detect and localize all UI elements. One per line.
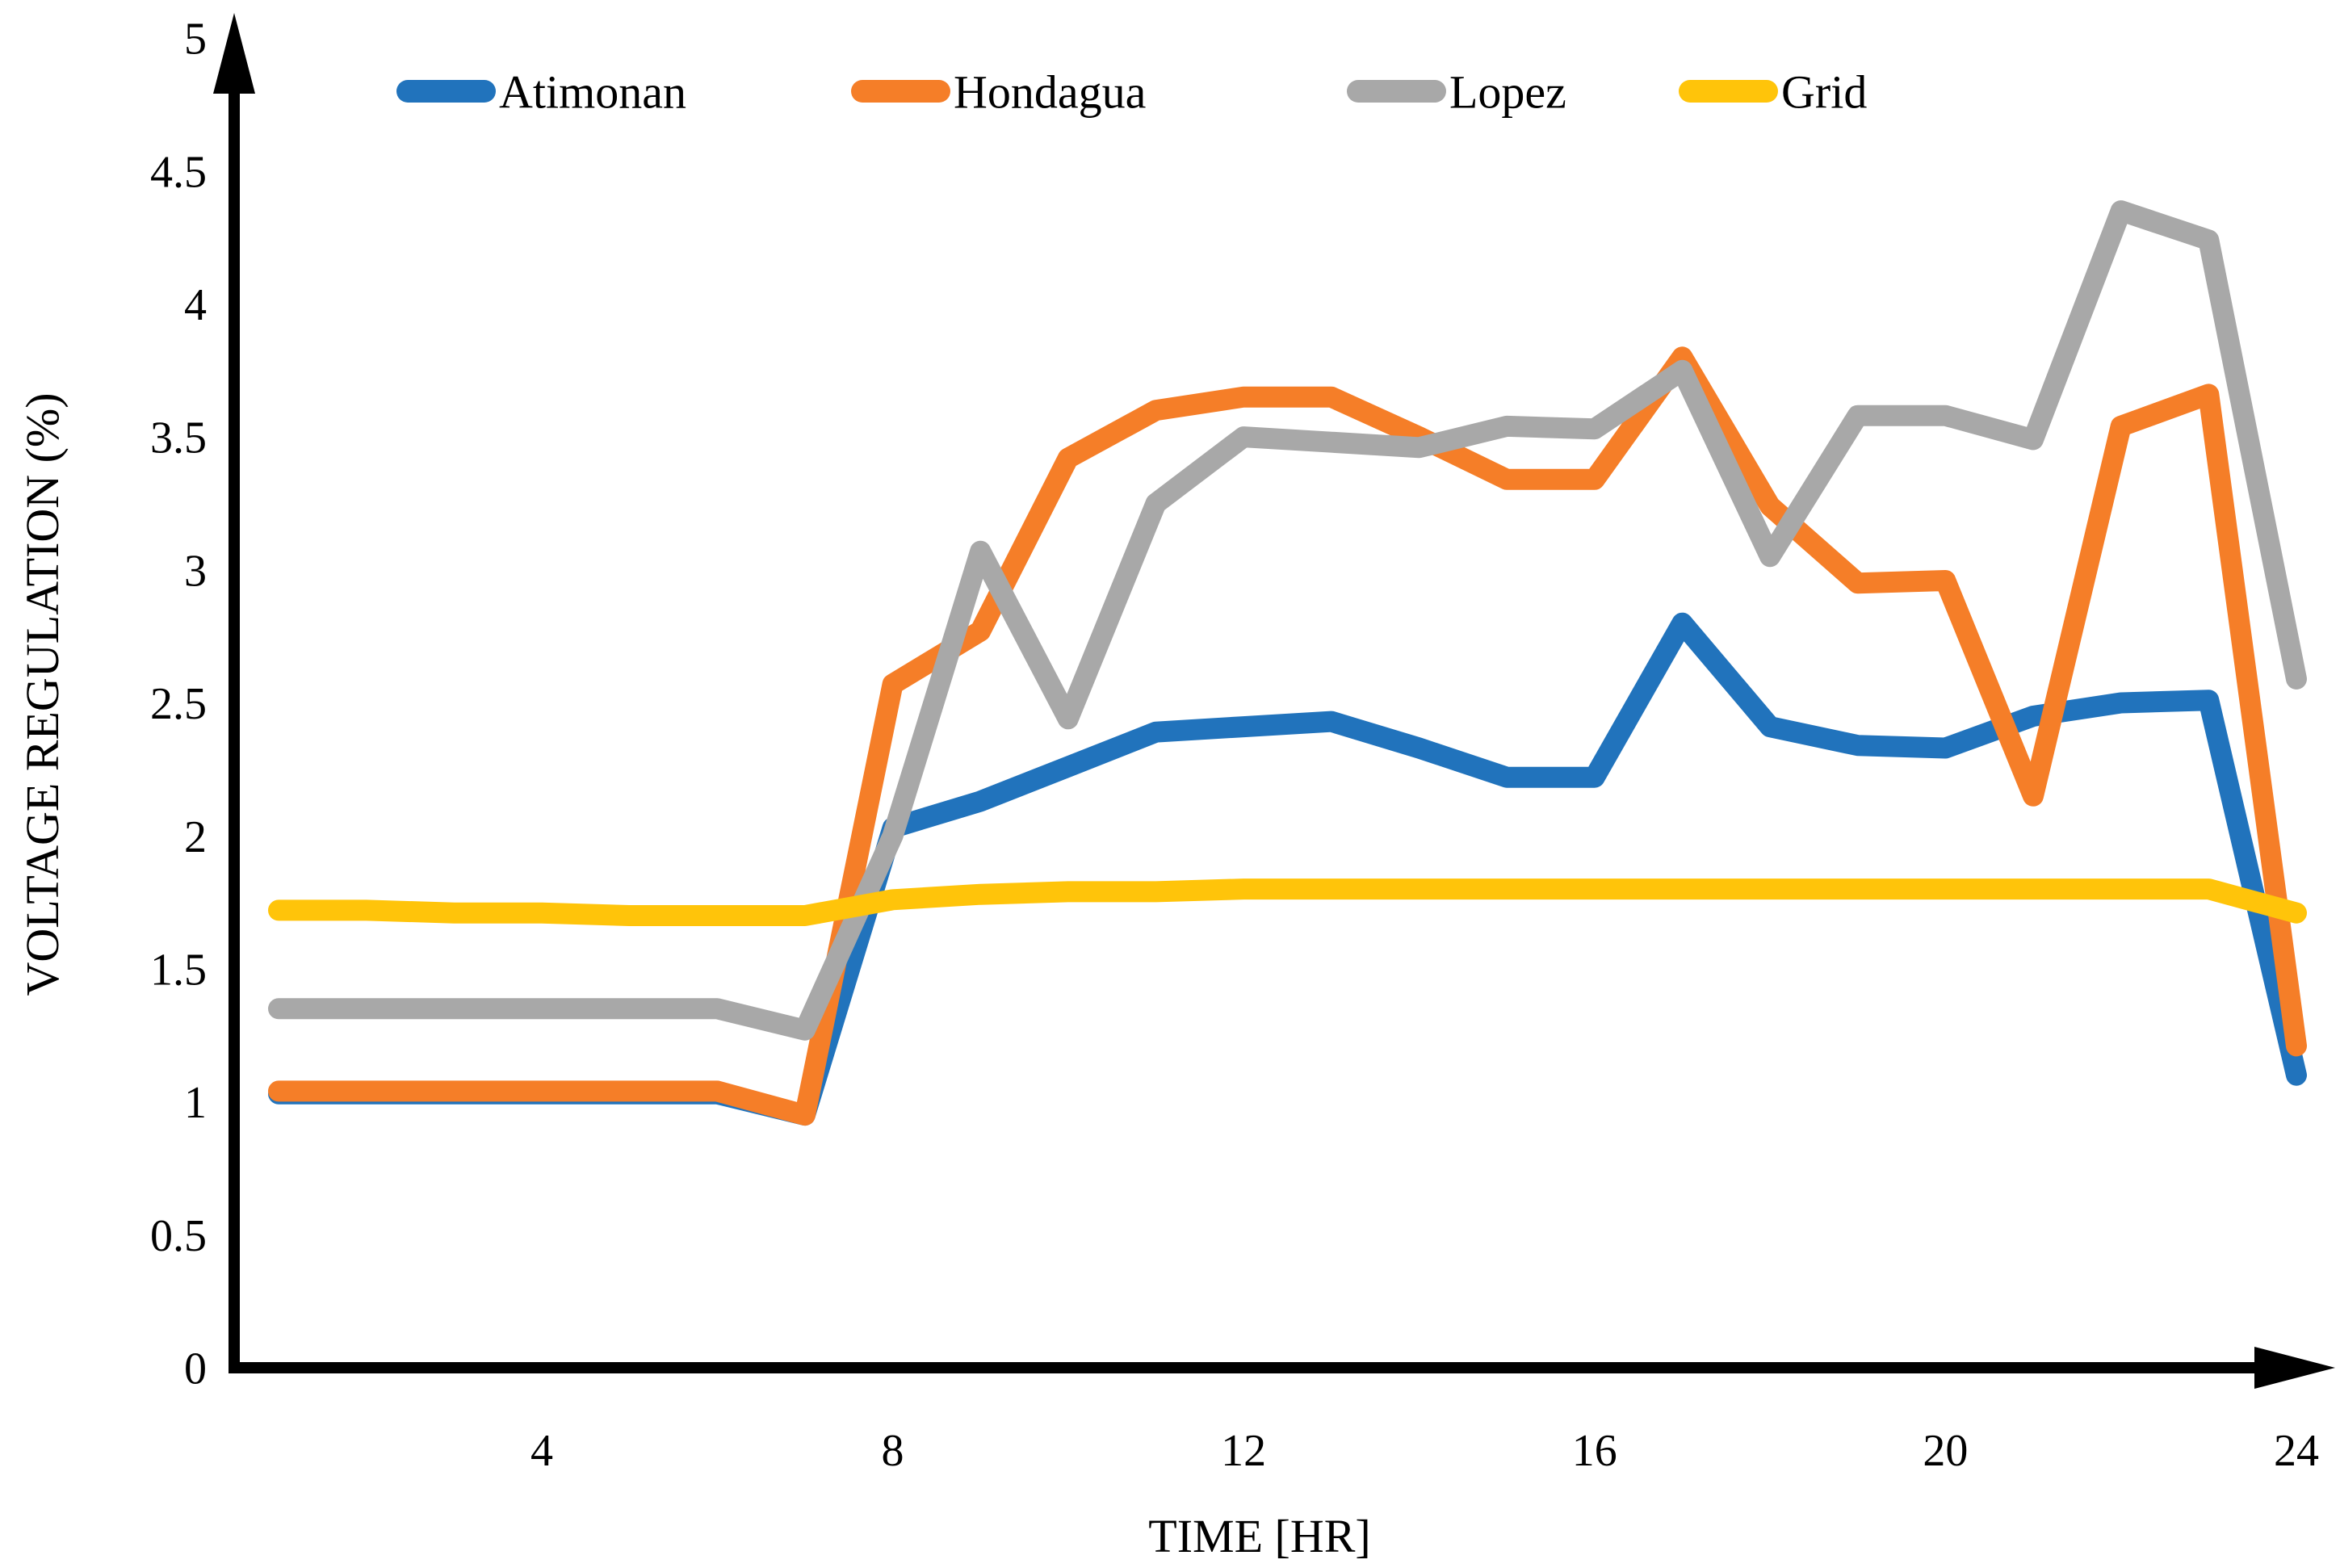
y-tick-label: 1.5 bbox=[150, 945, 207, 996]
y-tick-label: 2 bbox=[184, 812, 207, 862]
x-axis-title: TIME [HR] bbox=[1148, 1510, 1370, 1562]
x-tick-label: 16 bbox=[1572, 1426, 1617, 1476]
series-line-grid bbox=[268, 878, 2307, 926]
y-tick-label: 3 bbox=[184, 546, 207, 596]
legend-label-lopez: Lopez bbox=[1449, 65, 1566, 118]
legend-label-atimonan: Atimonan bbox=[499, 65, 686, 118]
legend-label-hondagua: Hondagua bbox=[954, 65, 1146, 118]
series-line-lopez bbox=[268, 200, 2307, 1041]
x-tick-label: 20 bbox=[1923, 1426, 1968, 1476]
y-axis-arrow-icon bbox=[213, 13, 255, 94]
y-tick-label: 0.5 bbox=[150, 1211, 207, 1261]
y-tick-label: 4.5 bbox=[150, 147, 207, 197]
y-tick-label: 0 bbox=[184, 1344, 207, 1394]
y-tick-label: 5 bbox=[184, 15, 207, 65]
legend-label-grid: Grid bbox=[1781, 65, 1867, 118]
y-tick-label: 4 bbox=[184, 280, 207, 330]
x-tick-label: 4 bbox=[530, 1426, 553, 1476]
x-tick-label: 24 bbox=[2274, 1426, 2319, 1476]
y-axis-title: VOLTAGE REGULATION (%) bbox=[16, 392, 69, 996]
x-tick-label: 12 bbox=[1221, 1426, 1266, 1476]
y-tick-label: 2.5 bbox=[150, 679, 207, 729]
x-axis-arrow-icon bbox=[2254, 1347, 2335, 1389]
y-tick-label: 3.5 bbox=[150, 413, 207, 463]
y-tick-label: 1 bbox=[184, 1078, 207, 1128]
series-line-hondagua bbox=[268, 346, 2307, 1126]
x-tick-label: 8 bbox=[882, 1426, 904, 1476]
